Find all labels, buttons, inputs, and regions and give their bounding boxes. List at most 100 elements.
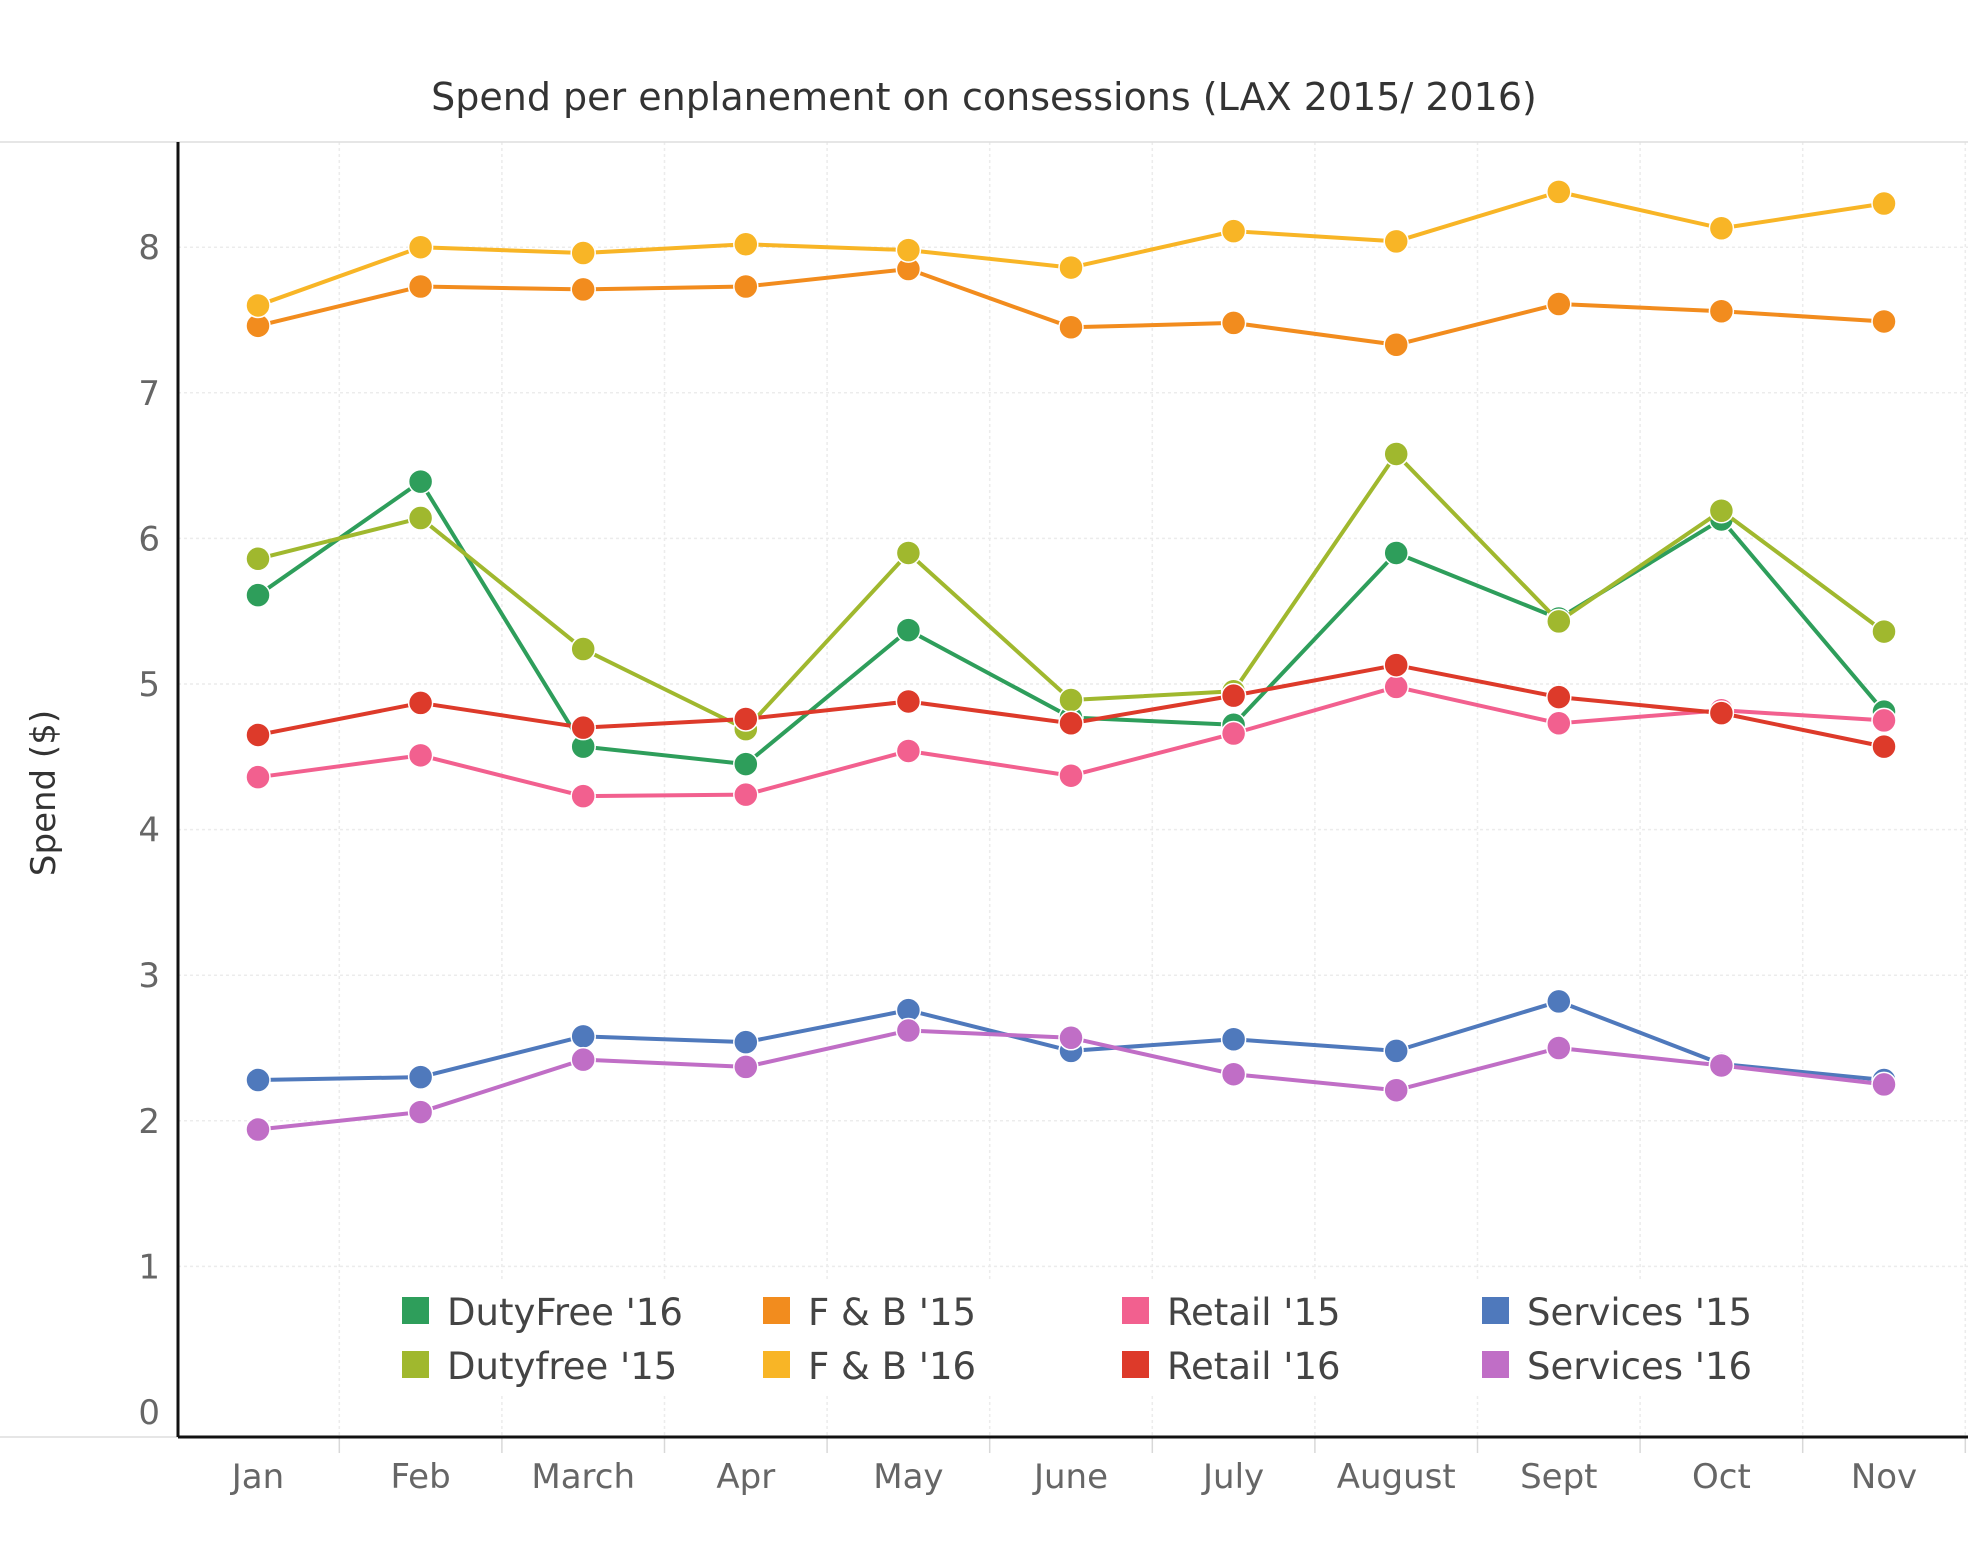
legend-swatch — [402, 1297, 429, 1324]
legend: DutyFree '16 Dutyfree '15 F & B '15 F & B '… — [380, 1282, 1760, 1394]
legend-item: Retail '16 — [1122, 1345, 1341, 1388]
gridlines — [178, 142, 1968, 1437]
data-point — [1220, 310, 1247, 336]
x-tick-label: May — [873, 1457, 943, 1497]
data-point — [245, 1116, 271, 1143]
legend-item: Dutyfree '15 — [402, 1345, 677, 1388]
legend-item: F & B '15 — [763, 1291, 976, 1334]
data-point — [1708, 700, 1735, 726]
data-point — [1546, 684, 1572, 710]
data-point — [570, 636, 596, 662]
y-axis-label: Spend ($) — [24, 710, 64, 876]
data-point — [1546, 179, 1572, 205]
legend-swatch — [1122, 1351, 1149, 1378]
legend-item: Retail '15 — [1122, 1291, 1341, 1334]
y-tick-label: 2 — [138, 1102, 160, 1142]
data-point — [245, 722, 271, 748]
data-point — [570, 240, 596, 266]
y-tick-label: 5 — [138, 665, 160, 705]
legend-item: Services '15 — [1482, 1291, 1752, 1334]
data-point — [1546, 988, 1572, 1015]
x-tick-label: Sept — [1520, 1457, 1597, 1497]
data-point — [733, 751, 759, 777]
data-point — [1708, 497, 1735, 524]
legend-label: F & B '16 — [808, 1345, 976, 1388]
legend-label: Services '15 — [1527, 1291, 1752, 1334]
series — [245, 1017, 1897, 1143]
data-point — [407, 742, 434, 769]
data-point — [570, 1046, 596, 1073]
data-point — [407, 1099, 434, 1125]
data-point — [407, 468, 434, 495]
x-axis-ticks: Jan Feb March Apr May June July August Sept Oct No… — [230, 1457, 1917, 1497]
legend-background — [380, 1282, 1760, 1394]
legend-swatch — [1122, 1297, 1149, 1324]
legend-label: Dutyfree '15 — [447, 1345, 677, 1388]
x-tick-label: Nov — [1851, 1457, 1917, 1497]
legend-swatch — [763, 1297, 790, 1324]
data-point — [733, 781, 759, 808]
data-point — [245, 546, 271, 572]
data-point — [895, 617, 922, 643]
y-tick-label: 7 — [138, 374, 160, 414]
data-point — [1546, 608, 1572, 635]
data-point — [570, 714, 596, 741]
legend-item: Services '16 — [1482, 1345, 1752, 1388]
data-point — [1058, 762, 1084, 789]
legend-swatch — [1482, 1297, 1509, 1324]
data-point — [1871, 308, 1897, 335]
data-point — [1383, 228, 1409, 255]
data-point — [895, 688, 922, 715]
data-point — [1383, 652, 1409, 678]
x-tick-label: Jan — [230, 1457, 284, 1497]
y-tick-label: 4 — [138, 811, 160, 851]
axes — [0, 141, 1968, 1453]
legend-label: Retail '15 — [1167, 1291, 1341, 1334]
plot-area — [0, 141, 1968, 1453]
legend-swatch — [402, 1351, 429, 1378]
data-point — [733, 273, 759, 300]
data-point — [570, 1023, 596, 1050]
legend-item: F & B '16 — [763, 1345, 976, 1388]
data-point — [1708, 215, 1735, 242]
data-point — [1383, 540, 1409, 566]
data-point — [1871, 618, 1897, 645]
data-point — [1058, 710, 1084, 737]
y-tick-label: 3 — [138, 956, 160, 996]
data-point — [1220, 218, 1247, 244]
data-point — [1871, 1071, 1897, 1098]
y-tick-label: 6 — [138, 519, 160, 559]
data-point — [1383, 1077, 1409, 1103]
data-point — [895, 1017, 922, 1044]
data-point — [245, 582, 271, 608]
data-point — [570, 276, 596, 303]
data-point — [1383, 674, 1409, 700]
data-point — [1383, 441, 1409, 467]
data-point — [1708, 298, 1735, 325]
series — [245, 179, 1897, 319]
data-point — [245, 764, 271, 790]
data-point — [1871, 707, 1897, 734]
legend-label: Services '16 — [1527, 1345, 1752, 1388]
data-point — [1708, 1052, 1735, 1079]
x-tick-label: July — [1201, 1457, 1264, 1497]
y-tick-label: 8 — [138, 228, 160, 268]
data-point — [245, 292, 271, 319]
data-point — [1871, 733, 1897, 760]
data-point — [1058, 254, 1084, 281]
series — [245, 652, 1897, 760]
data-point — [407, 505, 434, 531]
data-point — [1383, 1038, 1409, 1064]
data-point — [895, 738, 922, 764]
series — [245, 674, 1897, 809]
y-tick-label: 1 — [138, 1247, 160, 1287]
data-point — [733, 706, 759, 732]
series — [245, 256, 1897, 358]
data-point — [1871, 190, 1897, 217]
data-point — [407, 273, 434, 300]
legend-label: Retail '16 — [1167, 1345, 1341, 1388]
x-tick-label: June — [1032, 1457, 1108, 1497]
data-point — [245, 1067, 271, 1093]
chart-title: Spend per enplanement on consessions (LA… — [431, 75, 1537, 119]
